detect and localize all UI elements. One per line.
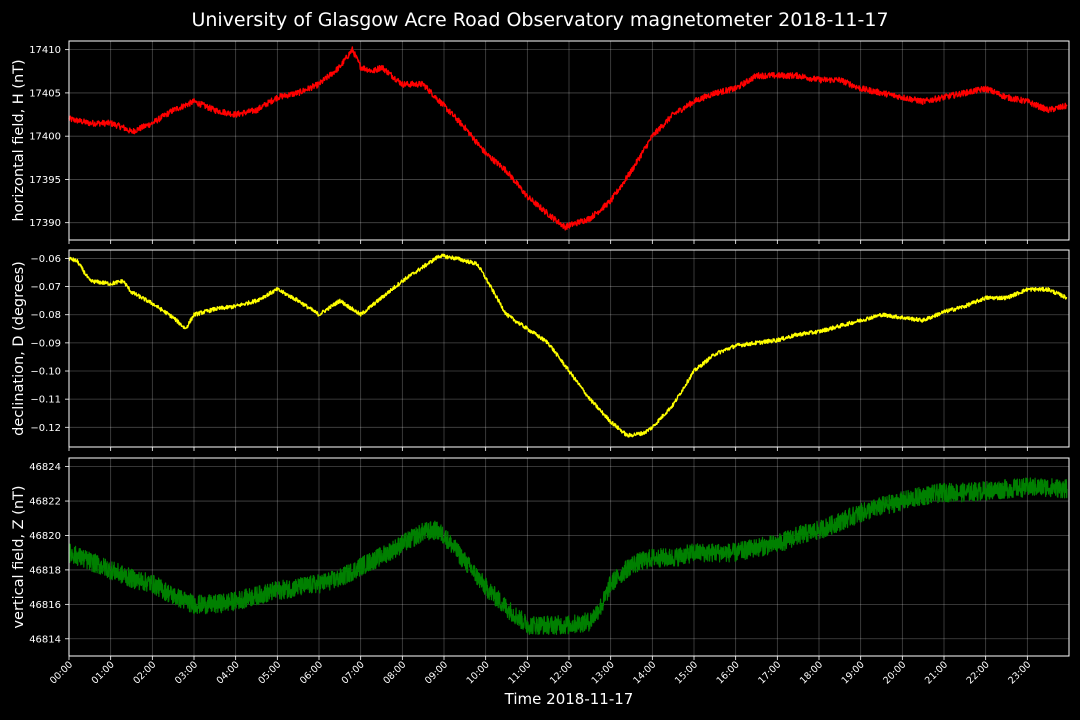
x-tick-label: 21:00	[923, 659, 950, 686]
x-tick-label: 12:00	[548, 659, 575, 686]
y-tick-label: 46814	[29, 634, 61, 645]
y-tick-label: 46824	[29, 462, 61, 473]
x-tick-label: 13:00	[590, 659, 617, 686]
x-tick-label: 17:00	[756, 659, 783, 686]
y-tick-label: 46818	[29, 565, 61, 576]
axes-frame	[68, 457, 1070, 657]
series-line-3	[68, 477, 1068, 636]
x-tick-label: 08:00	[381, 659, 408, 686]
x-tick-label: 19:00	[840, 659, 867, 686]
x-tick-label: 04:00	[215, 659, 242, 686]
y-tick-label: 17400	[29, 132, 61, 143]
y-tick-label: 17405	[29, 88, 61, 99]
y-axis-label: vertical field, Z (nT)	[11, 485, 27, 628]
x-tick-label: 00:00	[48, 659, 75, 686]
y-tick-label: −0.10	[30, 367, 61, 378]
y-tick-label: 17390	[29, 218, 61, 229]
panel-3: 46814 46816 46818 46820 46822 46824 vertical f…	[11, 457, 1070, 660]
y-axis-label: declination, D (degrees)	[11, 261, 27, 436]
x-tick-label: 22:00	[965, 659, 992, 686]
x-tick-label: 07:00	[340, 659, 367, 686]
y-tick-label: 17410	[29, 45, 61, 56]
y-tick-label: 17395	[29, 175, 61, 186]
y-axis-label: horizontal field, H (nT)	[11, 59, 27, 221]
y-tick-label: 46816	[29, 600, 61, 611]
x-axis-label: Time 2018-11-17	[504, 690, 634, 708]
x-tick-label: 11:00	[506, 659, 533, 686]
x-tick-label: 16:00	[715, 659, 742, 686]
axes-frame	[68, 249, 1070, 448]
y-tick-label: −0.09	[30, 338, 61, 349]
x-tick-label: 15:00	[673, 659, 700, 686]
x-tick-label: 02:00	[131, 659, 158, 686]
x-tick-label: 09:00	[423, 659, 450, 686]
panel-2: −0.06 −0.07 −0.08 −0.09 −0.10 −0.11 −0.12decli…	[11, 249, 1070, 451]
x-tick-label: 06:00	[298, 659, 325, 686]
x-tick-label: 03:00	[173, 659, 200, 686]
x-tick-label: 10:00	[465, 659, 492, 686]
y-tick-label: −0.06	[30, 254, 61, 265]
x-tick-label: 18:00	[798, 659, 825, 686]
x-tick-label: 05:00	[256, 659, 283, 686]
x-tick-label: 20:00	[881, 659, 908, 686]
chart-title: University of Glasgow Acre Road Observat…	[191, 9, 889, 31]
x-tick-label: 01:00	[90, 659, 117, 686]
axes-frame	[68, 40, 1070, 241]
y-tick-label: −0.11	[30, 395, 61, 406]
y-tick-label: 46822	[29, 497, 61, 508]
y-tick-label: −0.07	[30, 282, 61, 293]
x-tick-label: 14:00	[631, 659, 658, 686]
series-line-1	[68, 46, 1068, 231]
y-tick-label: −0.12	[30, 423, 61, 434]
series-line-2	[68, 253, 1068, 438]
y-tick-label: 46820	[29, 531, 61, 542]
x-tick-label: 23:00	[1006, 659, 1033, 686]
y-tick-label: −0.08	[30, 310, 61, 321]
